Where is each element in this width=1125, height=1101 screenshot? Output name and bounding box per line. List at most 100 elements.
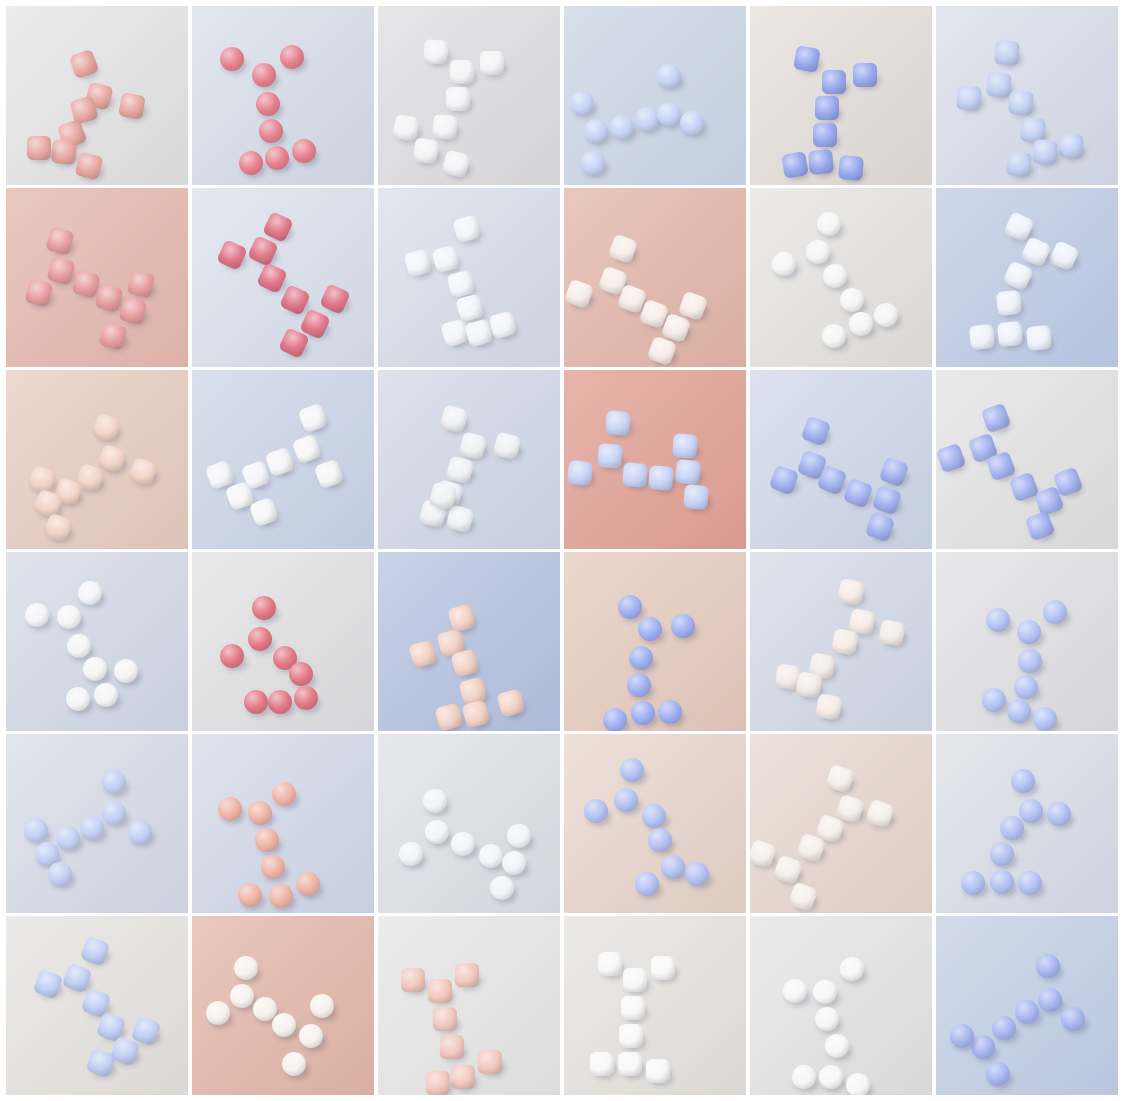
sphere-object bbox=[584, 799, 611, 826]
cube-object bbox=[459, 432, 488, 461]
cube-object bbox=[447, 270, 476, 299]
sphere-object bbox=[230, 984, 257, 1011]
cube-object bbox=[465, 319, 494, 348]
cube-object bbox=[982, 404, 1011, 433]
cube-object bbox=[70, 96, 99, 125]
sphere-object bbox=[294, 686, 321, 713]
photo-tile-r6-c3 bbox=[378, 916, 560, 1095]
sphere-object bbox=[252, 63, 279, 90]
cube-object bbox=[264, 213, 293, 242]
cube-object bbox=[46, 227, 75, 256]
sphere-object bbox=[292, 139, 319, 166]
tile-render bbox=[936, 552, 1118, 731]
cube-object bbox=[844, 479, 873, 508]
sphere-object bbox=[1033, 707, 1060, 731]
cube-object bbox=[95, 284, 124, 313]
cube-object bbox=[956, 85, 984, 113]
cube-object bbox=[683, 484, 711, 512]
sphere-object bbox=[1011, 769, 1038, 796]
sphere-object bbox=[642, 804, 669, 831]
photo-tile-r2-c2 bbox=[192, 188, 374, 367]
sphere-object bbox=[822, 324, 849, 351]
cube-object bbox=[451, 649, 480, 678]
photo-tile-r3-c6 bbox=[936, 370, 1118, 549]
sphere-object bbox=[261, 855, 288, 882]
cube-object bbox=[47, 257, 76, 286]
cube-object bbox=[986, 72, 1014, 100]
tile-render bbox=[378, 734, 560, 913]
sphere-object bbox=[451, 832, 478, 859]
cube-object bbox=[1005, 213, 1034, 242]
tile-render bbox=[6, 734, 188, 913]
tile-render bbox=[6, 188, 188, 367]
cube-object bbox=[623, 968, 650, 995]
tile-render bbox=[750, 370, 932, 549]
tile-render bbox=[6, 370, 188, 549]
cube-object bbox=[1026, 512, 1055, 541]
sphere-object bbox=[1018, 649, 1045, 676]
sphere-object bbox=[423, 789, 450, 816]
cube-object bbox=[433, 1007, 460, 1034]
photo-tile-r1-c2 bbox=[192, 6, 374, 185]
sphere-object bbox=[280, 45, 307, 72]
cube-object bbox=[1004, 262, 1033, 291]
sphere-object bbox=[961, 871, 988, 898]
sphere-object bbox=[244, 690, 271, 717]
cube-object bbox=[301, 310, 330, 339]
cube-object bbox=[816, 694, 844, 722]
cube-object bbox=[393, 115, 421, 143]
sphere-object bbox=[603, 708, 630, 731]
cube-object bbox=[815, 96, 842, 123]
sphere-object bbox=[815, 1007, 842, 1034]
cube-object bbox=[1032, 139, 1060, 167]
tile-render bbox=[564, 734, 746, 913]
sphere-object bbox=[657, 64, 684, 91]
sphere-object bbox=[1018, 871, 1045, 898]
sphere-object bbox=[1036, 954, 1063, 981]
sphere-object bbox=[234, 956, 261, 983]
cube-object bbox=[774, 856, 803, 885]
tile-render bbox=[750, 734, 932, 913]
cube-object bbox=[92, 414, 121, 443]
sphere-object bbox=[239, 151, 266, 178]
cube-object bbox=[446, 456, 475, 485]
cube-object bbox=[996, 290, 1024, 318]
sphere-object bbox=[614, 788, 641, 815]
cube-object bbox=[81, 937, 110, 966]
cube-object bbox=[409, 640, 438, 669]
photo-tile-r1-c3 bbox=[378, 6, 560, 185]
photo-tile-r6-c2 bbox=[192, 916, 374, 1095]
cube-object bbox=[70, 50, 99, 79]
photo-tile-r2-c1 bbox=[6, 188, 188, 367]
cube-object bbox=[662, 314, 691, 343]
sphere-object bbox=[1014, 675, 1041, 702]
tile-background bbox=[564, 370, 746, 549]
sphere-object bbox=[252, 596, 279, 623]
cube-object bbox=[206, 461, 235, 490]
tile-render bbox=[564, 552, 746, 731]
sphere-object bbox=[629, 646, 656, 673]
tile-render bbox=[936, 370, 1118, 549]
sphere-object bbox=[24, 818, 51, 845]
cube-object bbox=[242, 461, 271, 490]
sphere-object bbox=[268, 690, 295, 717]
sphere-object bbox=[783, 979, 810, 1006]
sphere-object bbox=[840, 288, 867, 315]
cube-object bbox=[249, 237, 278, 266]
sphere-object bbox=[310, 994, 337, 1021]
cube-object bbox=[838, 579, 866, 607]
sphere-object bbox=[48, 862, 75, 889]
sphere-object bbox=[792, 1065, 819, 1092]
cube-object bbox=[590, 1052, 617, 1079]
cube-object bbox=[258, 264, 287, 293]
sphere-object bbox=[272, 1013, 299, 1040]
photo-tile-r4-c3 bbox=[378, 552, 560, 731]
cube-object bbox=[280, 329, 309, 358]
cube-object bbox=[619, 1024, 646, 1051]
sphere-object bbox=[570, 91, 597, 118]
photo-tile-r5-c5 bbox=[750, 734, 932, 913]
tile-render bbox=[6, 552, 188, 731]
sphere-object bbox=[25, 603, 52, 630]
photo-tile-r2-c6 bbox=[936, 188, 1118, 367]
cube-object bbox=[76, 464, 105, 493]
